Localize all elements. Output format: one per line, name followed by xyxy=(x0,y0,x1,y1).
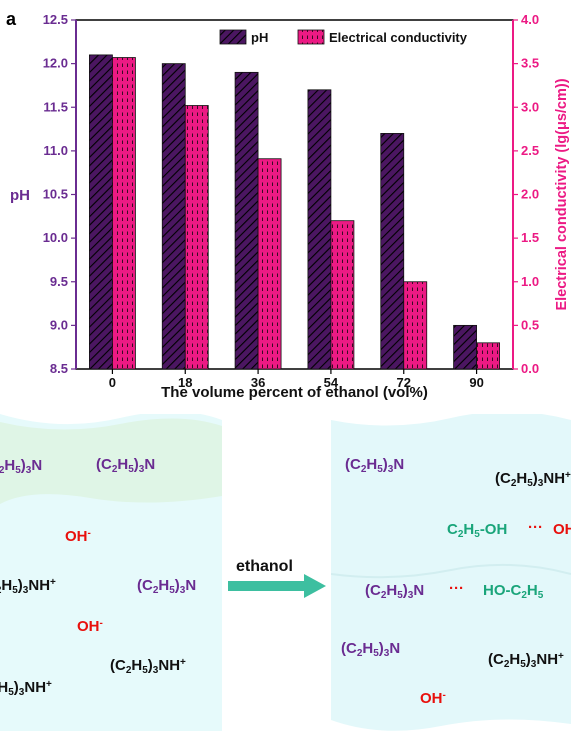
legend-label: pH xyxy=(251,30,268,45)
y-right-tick-label: 3.5 xyxy=(521,56,539,71)
top-layer-triethylamine: (C2H5)3N xyxy=(96,456,156,475)
ph-bar xyxy=(161,63,186,370)
x-tick-label: 54 xyxy=(324,375,339,390)
x-axis-title: The volume percent of ethanol (vol%) xyxy=(161,384,428,400)
y-left-tick-label: 8.5 xyxy=(50,361,68,376)
y-left-tick-label: 11.5 xyxy=(43,99,68,114)
triethylammonium-ion: (C2H5)3NH+ xyxy=(495,470,571,489)
triethylammonium-ion: (C2H5)3NH+ xyxy=(110,657,186,676)
ph-bar xyxy=(89,54,113,370)
triethylammonium-ion: (C2H5)3NH+ xyxy=(488,651,564,670)
hydrogen-bond-dots: ··· xyxy=(449,580,464,597)
hydrogen-bond-dots: ··· xyxy=(528,519,543,536)
ethanol-molecule: C2H5-OH xyxy=(447,521,508,540)
y-right-tick-label: 4.0 xyxy=(521,12,539,27)
y-left-tick-label: 10.5 xyxy=(43,187,68,202)
y-right-tick-label: 0.5 xyxy=(521,317,539,332)
y-left-tick-label: 12.5 xyxy=(43,12,68,27)
y-right-tick-label: 3.0 xyxy=(521,99,539,114)
conductivity-bar xyxy=(330,220,355,370)
triethylamine: (C2H5)3N xyxy=(137,577,197,596)
ph-bar xyxy=(453,324,477,370)
conductivity-bar xyxy=(476,342,500,370)
bar-chart: 0 18 36 54 72 90 8.5 9.0 9.5 10.0 10.5 11.0 11.5 12.0… xyxy=(10,12,570,400)
right-solution-panel xyxy=(331,414,571,731)
ph-bar xyxy=(380,133,405,370)
y-right-tick-label: 2.0 xyxy=(521,187,539,202)
x-tick-label: 90 xyxy=(469,375,483,390)
x-tick-label: 36 xyxy=(251,375,265,390)
hydroxide-ion: OH- xyxy=(77,618,103,635)
y-right-tick-label: 1.5 xyxy=(521,230,539,245)
y-left-axis-title: pH xyxy=(10,187,30,204)
triethylamine: (C2H5)3N xyxy=(345,456,405,475)
conductivity-bar xyxy=(184,105,209,370)
ethanol-molecule: HO-C2H5 xyxy=(483,582,544,601)
ph-bar xyxy=(307,89,332,370)
x-tick-label: 0 xyxy=(109,375,116,390)
right-arrow-icon xyxy=(228,574,326,598)
triethylamine: (C2H5)3N xyxy=(341,640,401,659)
y-right-tick-label: 0.0 xyxy=(521,361,539,376)
plot-frame xyxy=(75,19,514,370)
hydroxide-ion: OH- xyxy=(420,690,446,707)
y-left-tick-label: 11.0 xyxy=(43,143,68,158)
y-right-tick-label: 1.0 xyxy=(521,274,539,289)
x-tick-label: 18 xyxy=(178,375,192,390)
y-left-tick-label: 9.5 xyxy=(50,274,68,289)
left-solution-panel xyxy=(0,414,222,731)
top-layer-triethylamine: (C2H5)3N xyxy=(0,457,43,476)
y-left-tick-label: 10.0 xyxy=(43,230,68,245)
triethylammonium-ion: (C2H5)3NH+ xyxy=(0,679,52,698)
conductivity-bar xyxy=(403,281,428,370)
y-right-axis-title: Electrical conductivity (lg(μs/cm)) xyxy=(554,78,570,310)
triethylammonium-ion: (C2H5)3NH+ xyxy=(0,577,56,596)
hydroxide-ion: OH- xyxy=(553,521,571,538)
panel-label: a xyxy=(6,9,17,29)
arrow-label: ethanol xyxy=(236,558,293,575)
y-right-tick-label: 2.5 xyxy=(521,143,539,158)
y-left-tick-label: 9.0 xyxy=(50,317,68,332)
triethylamine: (C2H5)3N xyxy=(365,582,425,601)
y-left-tick-label: 12.0 xyxy=(43,56,68,71)
x-tick-label: 72 xyxy=(397,375,411,390)
conductivity-bar xyxy=(257,158,282,370)
legend-label: Electrical conductivity xyxy=(329,30,468,45)
conductivity-bar xyxy=(112,57,136,370)
legend-swatch-conductivity xyxy=(297,29,325,45)
ph-bar xyxy=(234,71,259,370)
legend-swatch-ph xyxy=(219,29,247,45)
hydroxide-ion: OH- xyxy=(65,528,91,545)
